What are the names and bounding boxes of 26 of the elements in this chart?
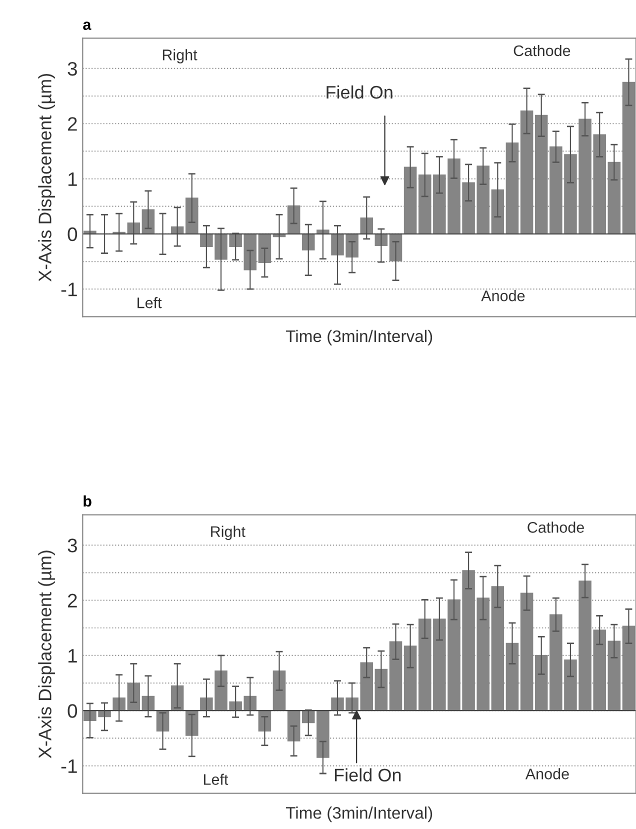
x-axis-title: Time (3min/Interval) <box>286 330 432 346</box>
annotation: Cathode <box>528 522 584 533</box>
y-tick-label: -1 <box>61 759 77 773</box>
annotation: Left <box>204 774 228 785</box>
y-tick-label: 0 <box>68 704 78 718</box>
annotation: Anode <box>481 290 525 302</box>
y-tick-label: 2 <box>68 594 77 608</box>
y-tick-label: 1 <box>68 172 77 186</box>
annotation: Field On <box>335 768 401 782</box>
y-tick-label: 2 <box>68 117 77 131</box>
chart-title: b <box>84 495 92 507</box>
chart-title: a <box>83 22 92 30</box>
y-axis-title: X-Axis Displacement (µm) <box>38 550 55 758</box>
annotation: Left <box>138 297 162 308</box>
y-tick-label: 3 <box>68 62 77 76</box>
annotation: Field On <box>326 85 392 99</box>
annotation: Right <box>162 49 198 64</box>
y-tick-label: -1 <box>61 282 77 296</box>
annotation: Anode <box>525 768 569 780</box>
x-axis-title: Time (3min/Interval) <box>286 806 432 822</box>
annotation: Right <box>211 526 246 540</box>
y-tick-label: 0 <box>68 227 78 242</box>
y-tick-label: 1 <box>68 649 77 663</box>
annotation: Cathode <box>514 44 570 56</box>
y-tick-label: 3 <box>68 538 77 552</box>
y-axis-title: X-Axis Displacement (µm) <box>38 74 55 282</box>
